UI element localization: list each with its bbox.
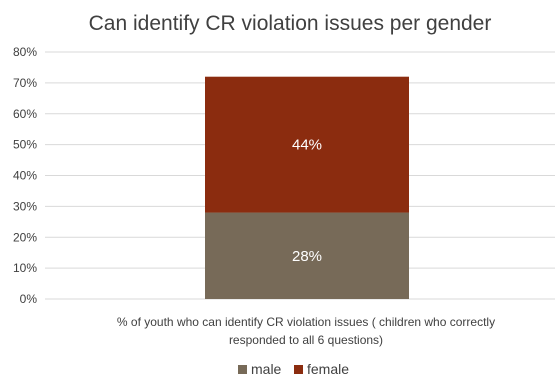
y-tick-label: 60% <box>13 107 37 121</box>
bar-segment-female <box>205 76 409 213</box>
y-tick-label: 80% <box>13 45 37 59</box>
x-axis-category-label-line-2: responded to all 6 questions) <box>229 333 383 347</box>
y-tick-label: 10% <box>13 261 37 275</box>
bar-segment-male <box>205 212 409 299</box>
chart-title: Can identify CR violation issues per gen… <box>89 12 492 35</box>
data-label-female: 44% <box>292 137 322 154</box>
data-labels: 28% 44% <box>292 137 322 265</box>
legend-label-female: female <box>307 361 349 377</box>
y-tick-label: 70% <box>13 76 37 90</box>
legend-swatch-male <box>238 365 247 374</box>
y-tick-label: 40% <box>13 169 37 183</box>
y-tick-label: 0% <box>20 292 38 306</box>
legend-swatch-female <box>294 365 303 374</box>
x-axis-category-label-line-1: % of youth who can identify CR violation… <box>117 315 495 329</box>
bars <box>205 76 409 299</box>
y-axis-ticks: 0% 10% 20% 30% 40% 50% 60% 70% 80% <box>13 45 37 306</box>
y-tick-label: 50% <box>13 138 37 152</box>
legend: male female <box>238 361 349 377</box>
y-tick-label: 30% <box>13 199 37 213</box>
y-tick-label: 20% <box>13 230 37 244</box>
legend-label-male: male <box>251 361 282 377</box>
data-label-male: 28% <box>292 248 322 265</box>
